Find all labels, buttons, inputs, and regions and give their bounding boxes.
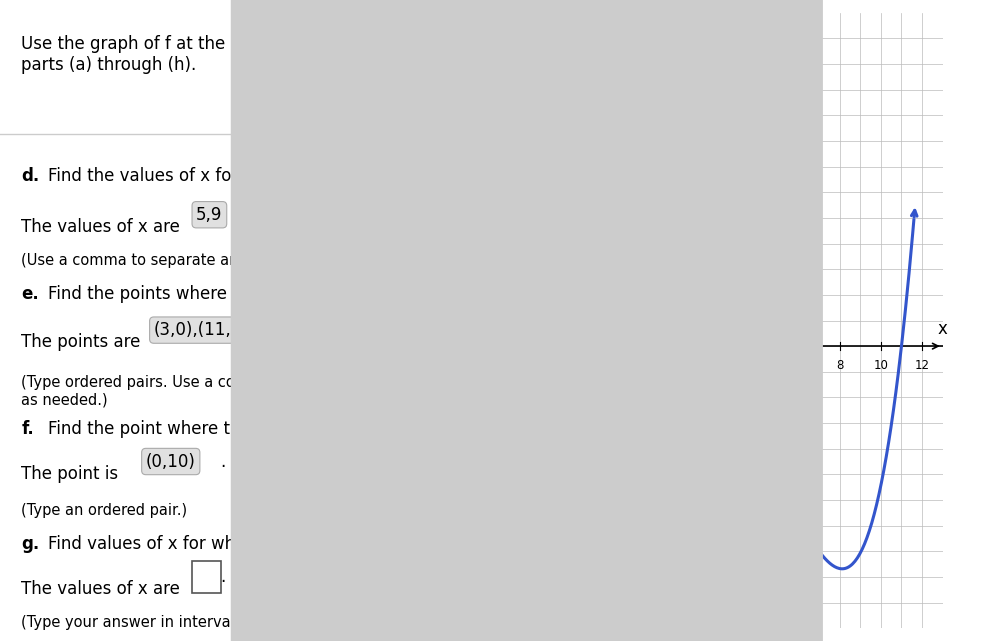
- Text: ⋯: ⋯: [257, 119, 273, 137]
- Text: 12: 12: [653, 32, 669, 45]
- Text: -4: -4: [657, 442, 669, 455]
- Text: -2: -2: [657, 391, 669, 404]
- Text: f.: f.: [22, 420, 34, 438]
- Text: .: .: [220, 453, 225, 470]
- Text: 8: 8: [661, 135, 669, 147]
- Text: The values of x are: The values of x are: [22, 580, 186, 598]
- Text: -8: -8: [657, 545, 669, 558]
- Text: d.: d.: [22, 167, 39, 185]
- Text: 10: 10: [654, 83, 669, 96]
- Text: 2: 2: [712, 359, 720, 372]
- Text: g.: g.: [22, 535, 39, 553]
- Text: -4: -4: [586, 359, 598, 372]
- Text: (Type your answer in interval notation.): (Type your answer in interval notation.): [22, 615, 311, 630]
- Text: The values of x are: The values of x are: [22, 218, 186, 236]
- Text: Find the points where the graph of f crosses the x-axis.: Find the points where the graph of f cro…: [48, 285, 505, 303]
- Text: The point is: The point is: [22, 465, 124, 483]
- Text: 2: 2: [661, 288, 669, 301]
- Text: .: .: [244, 206, 249, 224]
- Text: 4: 4: [753, 359, 761, 372]
- Text: Use the graph of f at the right to complete each of the
parts (a) through (h).: Use the graph of f at the right to compl…: [22, 35, 473, 74]
- Text: 12: 12: [914, 359, 930, 372]
- Text: Find the point where the graph of f crosses the y-axis.: Find the point where the graph of f cros…: [48, 420, 496, 438]
- Text: -2: -2: [627, 359, 639, 372]
- Text: -10: -10: [649, 596, 669, 609]
- Text: -6: -6: [545, 359, 557, 372]
- Text: (0,10): (0,10): [146, 453, 195, 470]
- Text: 6: 6: [794, 359, 802, 372]
- Text: (Use a comma to separate answers as needed.): (Use a comma to separate answers as need…: [22, 253, 372, 268]
- Text: .: .: [302, 321, 307, 339]
- Text: 5,9: 5,9: [196, 206, 223, 224]
- Text: (3,0),(11,0): (3,0),(11,0): [154, 321, 248, 339]
- Text: y: y: [681, 4, 690, 22]
- Text: .: .: [220, 568, 225, 586]
- Text: (Type ordered pairs. Use a comma to separate answers
as needed.): (Type ordered pairs. Use a comma to sepa…: [22, 375, 427, 408]
- Text: 8: 8: [836, 359, 844, 372]
- Text: 10: 10: [873, 359, 889, 372]
- Text: The points are: The points are: [22, 333, 146, 351]
- Text: (Type an ordered pair.): (Type an ordered pair.): [22, 503, 188, 518]
- Text: e.: e.: [22, 285, 39, 303]
- Text: Find values of x for which f(x) < 0.: Find values of x for which f(x) < 0.: [48, 535, 333, 553]
- Text: x: x: [938, 320, 948, 338]
- Text: Find the values of x for which f(x) = −6.: Find the values of x for which f(x) = −6…: [48, 167, 379, 185]
- Text: -6: -6: [657, 494, 669, 506]
- Text: 6: 6: [661, 186, 669, 199]
- Text: 4: 4: [661, 237, 669, 250]
